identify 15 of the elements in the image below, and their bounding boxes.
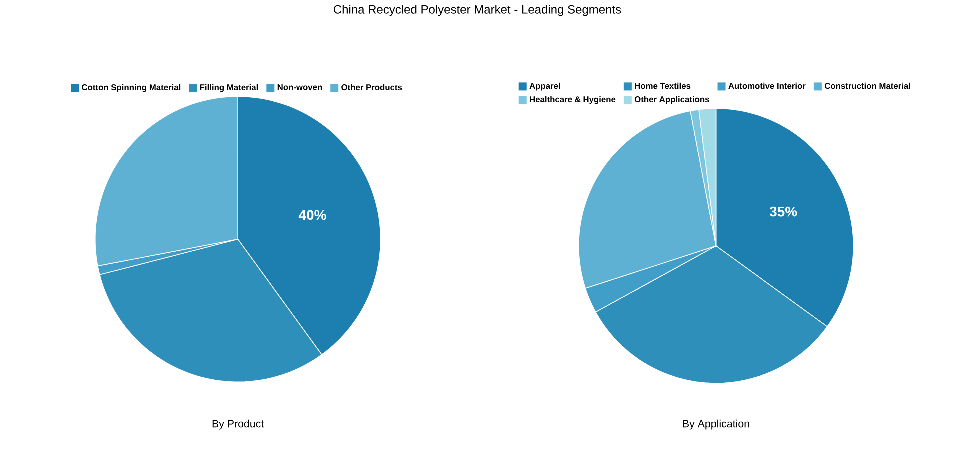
- legend-label: Automotive Interior: [728, 82, 806, 90]
- legend-label: Other Products: [342, 84, 402, 90]
- data-label: 35%: [770, 206, 798, 217]
- text: China Recycled Polyester Market - Leading Segments: [334, 4, 622, 16]
- legend-label: Healthcare & Hygiene: [530, 96, 616, 104]
- legend-label: Construction Material: [824, 82, 910, 90]
- text: By Application: [683, 420, 750, 430]
- data-label: 40%: [298, 210, 326, 220]
- legend-label: Filling Material: [200, 84, 258, 92]
- legend-label: Non-woven: [278, 84, 322, 90]
- text: By Product: [212, 420, 264, 430]
- legend-label: Cotton Spinning Material: [82, 84, 181, 92]
- legend-label: Home Textiles: [635, 82, 691, 90]
- legend-label: Apparel: [530, 82, 560, 91]
- legend-label: Other Applications: [634, 96, 710, 104]
